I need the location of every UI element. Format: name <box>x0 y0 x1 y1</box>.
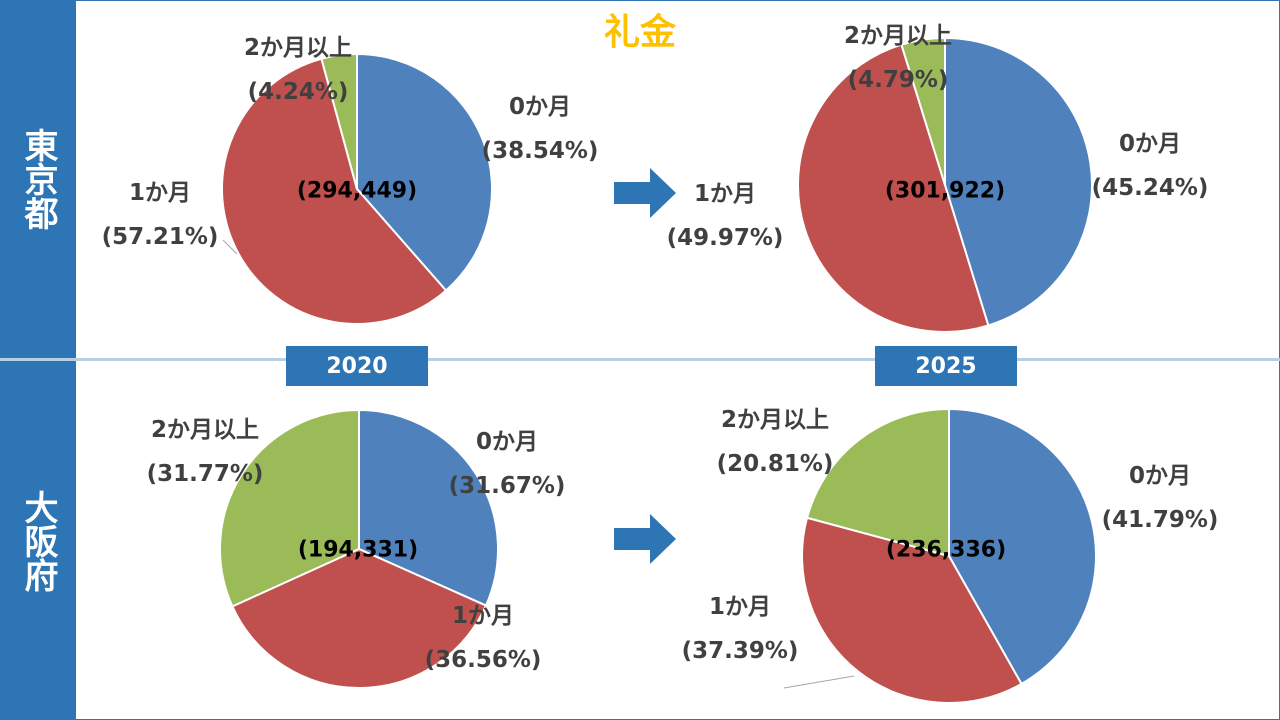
year-label-2025: 2025 <box>875 346 1017 386</box>
label-pct: (41.79%) <box>1101 507 1219 533</box>
label-tokyo-2020-two: 2か月以上 (4.24%) <box>228 26 368 114</box>
label-tokyo-2025-zero: 0か月 (45.24%) <box>1075 122 1225 210</box>
label-name: 1か月 <box>708 594 771 620</box>
label-osaka-2020-one: 1か月 (36.56%) <box>408 594 558 682</box>
year-label-2020: 2020 <box>286 346 428 386</box>
arrow-right-icon <box>614 168 676 218</box>
label-pct: (31.67%) <box>448 473 566 499</box>
label-tokyo-2020-one: 1か月 (57.21%) <box>90 171 230 259</box>
label-osaka-2020-two: 2か月以上 (31.77%) <box>130 408 280 496</box>
pie-osaka-2020-svg <box>219 408 499 689</box>
pie-tokyo-2025-svg <box>797 36 1093 333</box>
label-tokyo-2025-two: 2か月以上 (4.79%) <box>828 14 968 102</box>
total-osaka-2020: (194,331) <box>297 537 419 563</box>
label-name: 0か月 <box>1118 131 1181 157</box>
pie-osaka-2025 <box>800 407 1098 705</box>
slice-two-plus-months <box>900 36 946 186</box>
total-tokyo-2025: (301,922) <box>884 178 1006 204</box>
chart-title: 礼金 <box>603 12 676 53</box>
label-pct: (57.21%) <box>101 224 219 250</box>
label-name: 0か月 <box>475 429 538 455</box>
label-osaka-2025-one: 1か月 (37.39%) <box>665 585 815 673</box>
label-pct: (49.97%) <box>666 225 784 251</box>
label-tokyo-2025-one: 1か月 (49.97%) <box>650 172 800 260</box>
region-bar-osaka: 大阪府 <box>0 361 76 720</box>
slice-zero-months <box>356 52 493 292</box>
slice-one-month <box>231 547 488 689</box>
pie-osaka-2020 <box>218 408 500 690</box>
region-label-osaka: 大阪府 <box>18 489 58 592</box>
slice-zero-months <box>358 408 499 607</box>
slice-zero-months <box>948 407 1097 686</box>
label-name: 0か月 <box>508 94 571 120</box>
label-name: 2か月以上 <box>243 35 352 61</box>
label-name: 2か月以上 <box>843 23 952 49</box>
label-pct: (31.77%) <box>146 461 264 487</box>
slice-one-month <box>801 516 1023 704</box>
leader-line <box>783 675 855 689</box>
label-pct: (20.81%) <box>716 451 834 477</box>
slice-two-plus-months <box>805 407 950 558</box>
label-name: 2か月以上 <box>150 417 259 443</box>
slice-one-month <box>221 57 448 325</box>
label-osaka-2020-zero: 0か月 (31.67%) <box>432 420 582 508</box>
label-name: 1か月 <box>451 603 514 629</box>
region-bar-tokyo: 東京都 <box>0 0 76 358</box>
total-osaka-2025: (236,336) <box>885 537 1007 563</box>
total-tokyo-2020: (294,449) <box>296 178 418 204</box>
slice-two-plus-months <box>219 408 360 608</box>
label-name: 0か月 <box>1128 463 1191 489</box>
arrow-right-icon <box>614 514 676 564</box>
label-osaka-2025-two: 2か月以上 (20.81%) <box>700 398 850 486</box>
region-label-tokyo: 東京都 <box>18 128 58 230</box>
leader-line <box>222 239 238 255</box>
label-tokyo-2020-zero: 0か月 (38.54%) <box>470 85 610 173</box>
label-pct: (4.24%) <box>247 79 349 105</box>
slice-zero-months <box>944 36 1093 327</box>
label-name: 1か月 <box>693 181 756 207</box>
label-pct: (4.79%) <box>847 67 949 93</box>
label-pct: (37.39%) <box>681 638 799 664</box>
slice-one-month <box>797 43 990 333</box>
label-osaka-2025-zero: 0か月 (41.79%) <box>1085 454 1235 542</box>
label-pct: (45.24%) <box>1091 175 1209 201</box>
label-pct: (38.54%) <box>481 138 599 164</box>
label-pct: (36.56%) <box>424 647 542 673</box>
label-name: 2か月以上 <box>720 407 829 433</box>
slice-two-plus-months <box>320 52 358 190</box>
pie-tokyo-2020-svg <box>221 52 493 325</box>
pie-tokyo-2020 <box>220 52 494 326</box>
pie-osaka-2025-svg <box>801 407 1097 704</box>
label-name: 1か月 <box>128 180 191 206</box>
row-divider <box>0 358 1280 361</box>
pie-tokyo-2025 <box>796 36 1094 334</box>
